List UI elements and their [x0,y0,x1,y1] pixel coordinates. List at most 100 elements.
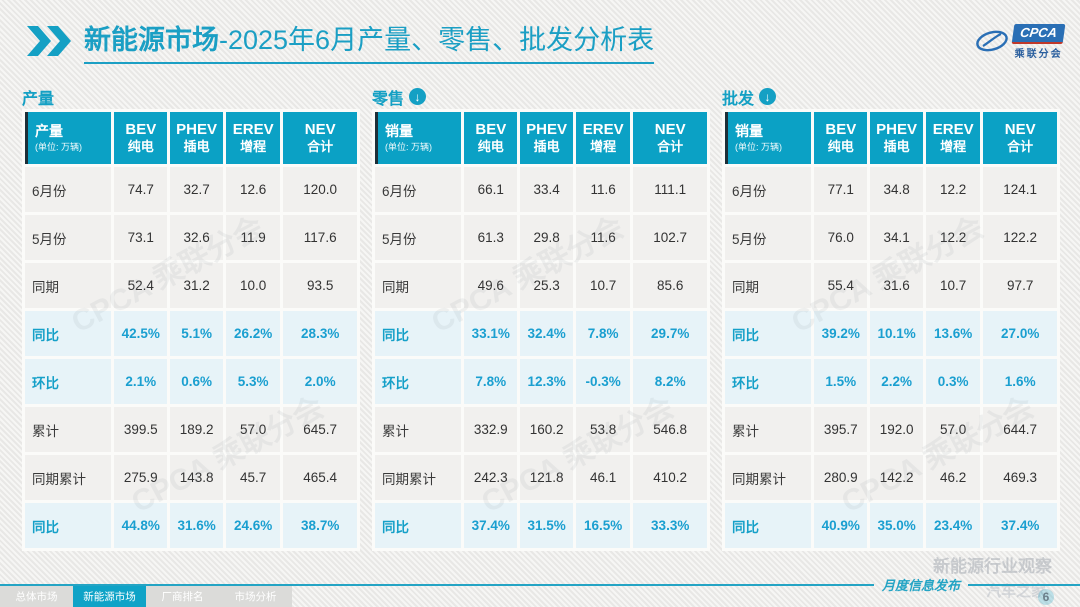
table-row: 同期累计 280.9 142.2 46.2 469.3 [725,455,1057,500]
column-header-cell: NEV 合计 [283,112,357,164]
column-header-cn: 合计 [657,139,684,155]
value-cell: 2.2% [870,359,923,404]
value-cell: 644.7 [983,407,1057,452]
row-label-cell: 累计 [725,407,812,452]
column-header-cell: NEV 合计 [983,112,1057,164]
value-cell: 73.1 [114,215,168,260]
value-cell: 399.5 [114,407,168,452]
value-cell: 52.4 [114,263,168,308]
table-header-label: 销量 [385,123,413,140]
value-cell: 33.4 [520,167,573,212]
value-cell: 160.2 [520,407,573,452]
table-row: 5月份 61.3 29.8 11.6 102.7 [375,215,707,260]
cpca-wordmark: CPCA [1011,24,1066,44]
value-cell: 410.2 [633,455,707,500]
table-row: 同比 33.1% 32.4% 7.8% 29.7% [375,311,707,356]
table-row: 同期累计 242.3 121.8 46.1 410.2 [375,455,707,500]
value-cell: 32.4% [520,311,573,356]
value-cell: 465.4 [283,455,357,500]
value-cell: 93.5 [283,263,357,308]
value-cell: 2.1% [114,359,168,404]
value-cell: 46.1 [575,455,631,500]
footer-divider: 月度信息发布 [0,575,1080,594]
table-row: 同比 40.9% 35.0% 23.4% 37.4% [725,503,1057,548]
row-label-cell: 环比 [25,359,112,404]
column-header-cn: 纯电 [827,139,854,155]
table-row: 同比 39.2% 10.1% 13.6% 27.0% [725,311,1057,356]
row-label-cell: 5月份 [25,215,112,260]
column-header-cn: 增程 [940,139,967,155]
value-cell: 11.6 [575,215,631,260]
value-cell: 143.8 [170,455,223,500]
value-cell: 275.9 [114,455,168,500]
column-header-en: EREV [582,121,624,139]
row-label-cell: 环比 [375,359,462,404]
value-cell: 27.0% [983,311,1057,356]
value-cell: 0.6% [170,359,223,404]
value-cell: 57.0 [925,407,981,452]
page-title: 新能源市场-2025年6月产量、零售、批发分析表 [84,18,655,64]
value-cell: 189.2 [170,407,223,452]
bottom-tab-0[interactable]: 总体市场 [0,586,73,607]
value-cell: 124.1 [983,167,1057,212]
column-header-cn: 插电 [533,139,560,155]
table-header-label: 销量 [735,123,763,140]
column-header-cell: PHEV 插电 [170,112,223,164]
column-header-cn: 合计 [307,139,334,155]
value-cell: 38.7% [283,503,357,548]
value-cell: 37.4% [464,503,518,548]
value-cell: 1.5% [814,359,868,404]
table-header-row: 销量 (单位: 万辆) BEV 纯电 PHEV 插电 EREV 增程 NEV 合计 [375,112,707,164]
value-cell: 10.1% [870,311,923,356]
row-label-cell: 同比 [725,503,812,548]
page-number: 6 [1038,589,1054,605]
table-header-label-cell: 销量 (单位: 万辆) [375,112,462,164]
divider-line [0,583,874,586]
column-header-cn: 插电 [883,139,910,155]
column-header-cell: BEV 纯电 [814,112,868,164]
value-cell: 49.6 [464,263,518,308]
value-cell: 33.3% [633,503,707,548]
column-header-cell: BEV 纯电 [114,112,168,164]
table-row: 同期 55.4 31.6 10.7 97.7 [725,263,1057,308]
column-header-en: PHEV [176,121,218,139]
table-row: 环比 7.8% 12.3% -0.3% 8.2% [375,359,707,404]
row-label-cell: 5月份 [375,215,462,260]
value-cell: 11.6 [575,167,631,212]
column-header-cn: 增程 [590,139,617,155]
wholesale-table: 销量 (单位: 万辆) BEV 纯电 PHEV 插电 EREV 增程 NEV 合计 6月份 77.1 3… [722,109,1060,551]
value-cell: 61.3 [464,215,518,260]
value-cell: 11.9 [225,215,281,260]
retail-table: 销量 (单位: 万辆) BEV 纯电 PHEV 插电 EREV 增程 NEV 合计 6月份 66.1 3… [372,109,710,551]
value-cell: 29.8 [520,215,573,260]
value-cell: 111.1 [633,167,707,212]
table-row: 累计 332.9 160.2 53.8 546.8 [375,407,707,452]
value-cell: 46.2 [925,455,981,500]
row-label-cell: 同期 [375,263,462,308]
value-cell: 332.9 [464,407,518,452]
table-row: 5月份 73.1 32.6 11.9 117.6 [25,215,357,260]
value-cell: 13.6% [925,311,981,356]
table-header-row: 销量 (单位: 万辆) BEV 纯电 PHEV 插电 EREV 增程 NEV 合计 [725,112,1057,164]
bottom-tab-1[interactable]: 新能源市场 [73,586,146,607]
value-cell: 85.6 [633,263,707,308]
table-row: 同期 49.6 25.3 10.7 85.6 [375,263,707,308]
value-cell: 395.7 [814,407,868,452]
value-cell: 34.8 [870,167,923,212]
value-cell: 10.7 [575,263,631,308]
column-header-cell: BEV 纯电 [464,112,518,164]
column-header-cell: PHEV 插电 [520,112,573,164]
cpca-emblem-icon [976,30,1008,52]
value-cell: 192.0 [870,407,923,452]
value-cell: 42.5% [114,311,168,356]
value-cell: 40.9% [814,503,868,548]
cpca-org-name: 乘联分会 [1014,49,1063,60]
value-cell: 53.8 [575,407,631,452]
column-header-en: PHEV [526,121,568,139]
bottom-tab-2[interactable]: 厂商排名 [146,586,219,607]
table-header-label-cell: 产量 (单位: 万辆) [25,112,112,164]
value-cell: 7.8% [575,311,631,356]
bottom-tab-3[interactable]: 市场分析 [219,586,292,607]
table-row: 环比 1.5% 2.2% 0.3% 1.6% [725,359,1057,404]
row-label-cell: 5月份 [725,215,812,260]
